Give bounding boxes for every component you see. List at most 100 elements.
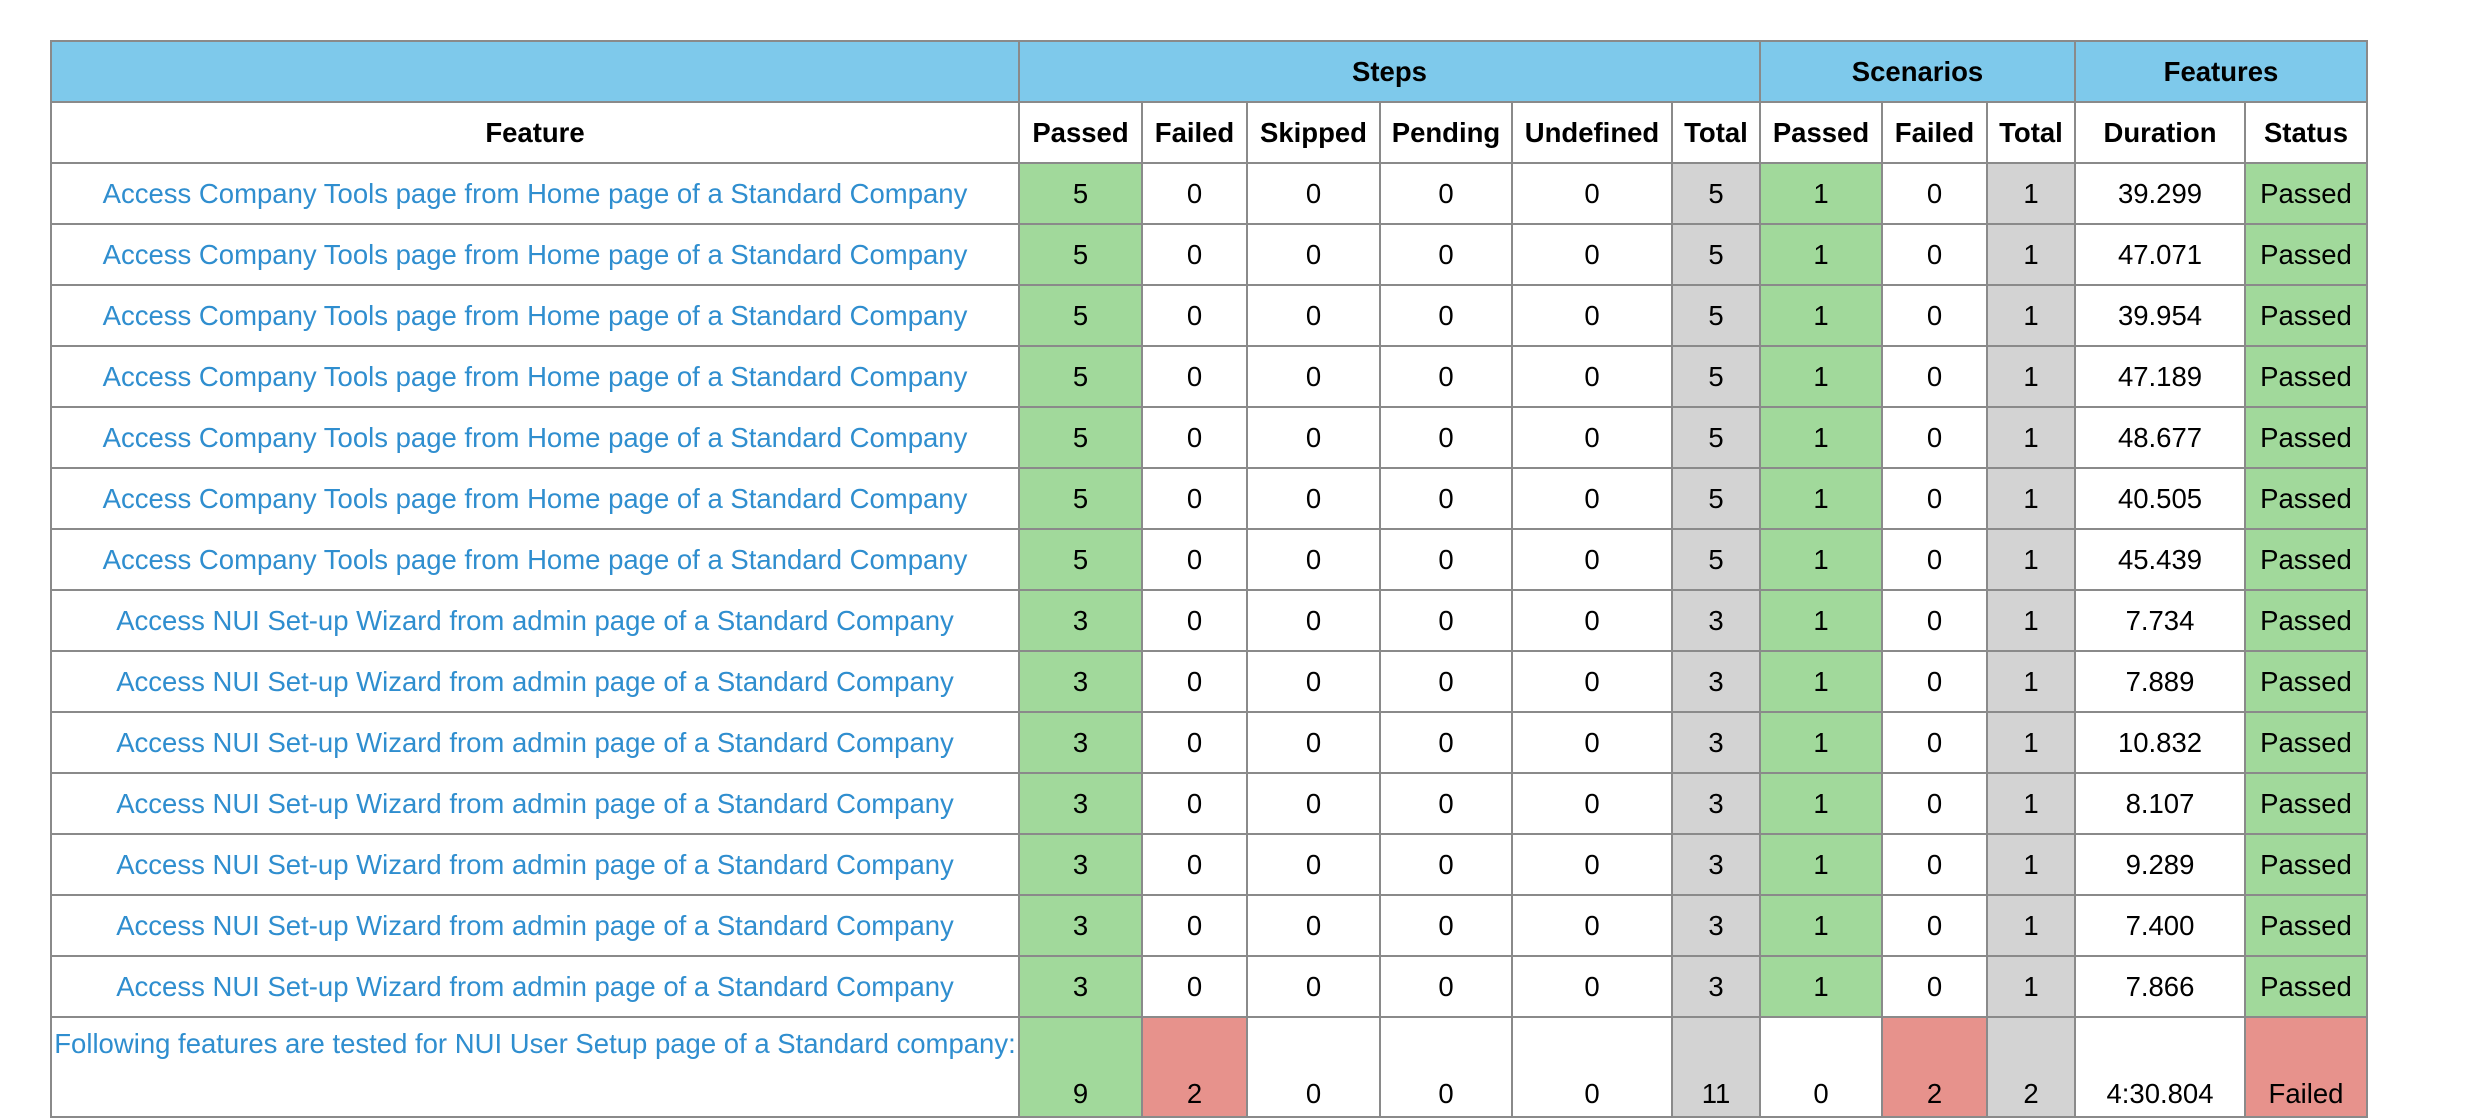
steps-failed-cell: 0: [1141, 223, 1248, 286]
scenarios-passed-cell: 1: [1759, 650, 1883, 713]
steps-undefined-cell: 0: [1511, 406, 1673, 469]
steps-failed-cell: 0: [1141, 650, 1248, 713]
duration-cell: 39.299: [2074, 162, 2246, 225]
steps-passed-cell: 3: [1018, 711, 1143, 774]
duration-cell: 40.505: [2074, 467, 2246, 530]
feature-cell: Access Company Tools page from Home page…: [50, 162, 1020, 225]
column-header-steps-pending[interactable]: Pending: [1379, 101, 1513, 164]
feature-link[interactable]: Access NUI Set-up Wizard from admin page…: [116, 665, 954, 697]
table-row: Access Company Tools page from Home page…: [50, 284, 2368, 347]
steps-total-cell: 3: [1671, 650, 1761, 713]
feature-link[interactable]: Access NUI Set-up Wizard from admin page…: [116, 970, 954, 1002]
steps-passed-cell: 3: [1018, 894, 1143, 957]
steps-failed-cell: 0: [1141, 955, 1248, 1018]
status-cell: Passed: [2244, 284, 2368, 347]
column-header-scenarios-total[interactable]: Total: [1986, 101, 2076, 164]
steps-undefined-cell: 0: [1511, 772, 1673, 835]
column-header-feature[interactable]: Feature: [50, 101, 1020, 164]
scenarios-passed-cell: 1: [1759, 406, 1883, 469]
duration-cell: 9.289: [2074, 833, 2246, 896]
scenarios-passed-cell: 1: [1759, 589, 1883, 652]
feature-cell: Access NUI Set-up Wizard from admin page…: [50, 589, 1020, 652]
column-header-steps-failed[interactable]: Failed: [1141, 101, 1248, 164]
duration-cell: 10.832: [2074, 711, 2246, 774]
feature-link[interactable]: Access NUI Set-up Wizard from admin page…: [116, 909, 954, 941]
feature-cell: Access Company Tools page from Home page…: [50, 406, 1020, 469]
column-header-duration[interactable]: Duration: [2074, 101, 2246, 164]
feature-link[interactable]: Following features are tested for NUI Us…: [54, 1028, 1016, 1059]
duration-cell: 7.400: [2074, 894, 2246, 957]
status-cell: Passed: [2244, 467, 2368, 530]
table-row: Access NUI Set-up Wizard from admin page…: [50, 955, 2368, 1018]
feature-cell: Access NUI Set-up Wizard from admin page…: [50, 955, 1020, 1018]
column-header-scenarios-passed[interactable]: Passed: [1759, 101, 1883, 164]
scenarios-total-cell: 1: [1986, 406, 2076, 469]
feature-link[interactable]: Access NUI Set-up Wizard from admin page…: [116, 604, 954, 636]
steps-skipped-cell: 0: [1246, 955, 1381, 1018]
feature-link[interactable]: Access Company Tools page from Home page…: [102, 238, 968, 270]
feature-link[interactable]: Access Company Tools page from Home page…: [102, 177, 968, 209]
duration-cell: 8.107: [2074, 772, 2246, 835]
steps-passed-cell: 3: [1018, 833, 1143, 896]
table-row: Access NUI Set-up Wizard from admin page…: [50, 711, 2368, 774]
status-cell: Passed: [2244, 711, 2368, 774]
scenarios-total-cell: 1: [1986, 589, 2076, 652]
scenarios-total-cell: 1: [1986, 894, 2076, 957]
steps-total-cell: 3: [1671, 589, 1761, 652]
feature-cell: Access NUI Set-up Wizard from admin page…: [50, 894, 1020, 957]
steps-passed-cell: 5: [1018, 223, 1143, 286]
steps-failed-cell: 0: [1141, 345, 1248, 408]
header-group-blank: [50, 40, 1020, 103]
duration-cell: 48.677: [2074, 406, 2246, 469]
status-cell: Passed: [2244, 650, 2368, 713]
scenarios-total-cell: 1: [1986, 345, 2076, 408]
feature-cell: Access Company Tools page from Home page…: [50, 467, 1020, 530]
feature-link[interactable]: Access Company Tools page from Home page…: [102, 543, 968, 575]
status-cell: Passed: [2244, 345, 2368, 408]
steps-undefined-cell: 0: [1511, 955, 1673, 1018]
feature-link[interactable]: Access Company Tools page from Home page…: [102, 360, 968, 392]
table-row: Access Company Tools page from Home page…: [50, 345, 2368, 408]
scenarios-total-cell: 1: [1986, 467, 2076, 530]
status-cell: Passed: [2244, 223, 2368, 286]
scenarios-total-cell: 1: [1986, 650, 2076, 713]
steps-undefined-cell: 0: [1511, 894, 1673, 957]
column-header-steps-total[interactable]: Total: [1671, 101, 1761, 164]
feature-link[interactable]: Access NUI Set-up Wizard from admin page…: [116, 726, 954, 758]
duration-cell: 7.866: [2074, 955, 2246, 1018]
scenarios-total-cell: 1: [1986, 833, 2076, 896]
scenarios-total-cell: 1: [1986, 528, 2076, 591]
table-row: Following features are tested for NUI Us…: [50, 1016, 2368, 1118]
status-cell: Passed: [2244, 833, 2368, 896]
status-cell: Passed: [2244, 528, 2368, 591]
steps-passed-cell: 5: [1018, 345, 1143, 408]
status-cell: Passed: [2244, 955, 2368, 1018]
steps-undefined-cell: 0: [1511, 345, 1673, 408]
column-header-steps-passed[interactable]: Passed: [1018, 101, 1143, 164]
steps-pending-cell: 0: [1379, 1016, 1513, 1118]
feature-link[interactable]: Access NUI Set-up Wizard from admin page…: [116, 787, 954, 819]
table-row: Access NUI Set-up Wizard from admin page…: [50, 894, 2368, 957]
steps-passed-cell: 3: [1018, 955, 1143, 1018]
column-header-status[interactable]: Status: [2244, 101, 2368, 164]
steps-undefined-cell: 0: [1511, 528, 1673, 591]
steps-skipped-cell: 0: [1246, 406, 1381, 469]
column-header-steps-undefined[interactable]: Undefined: [1511, 101, 1673, 164]
duration-cell: 4:30.804: [2074, 1016, 2246, 1118]
steps-passed-cell: 5: [1018, 406, 1143, 469]
feature-link[interactable]: Access NUI Set-up Wizard from admin page…: [116, 848, 954, 880]
column-header-scenarios-failed[interactable]: Failed: [1881, 101, 1988, 164]
steps-pending-cell: 0: [1379, 162, 1513, 225]
scenarios-total-cell: 1: [1986, 284, 2076, 347]
steps-pending-cell: 0: [1379, 406, 1513, 469]
steps-skipped-cell: 0: [1246, 162, 1381, 225]
column-header-steps-skipped[interactable]: Skipped: [1246, 101, 1381, 164]
feature-link[interactable]: Access Company Tools page from Home page…: [102, 421, 968, 453]
feature-link[interactable]: Access Company Tools page from Home page…: [102, 482, 968, 514]
scenarios-failed-cell: 0: [1881, 589, 1988, 652]
feature-link[interactable]: Access Company Tools page from Home page…: [102, 299, 968, 331]
scenarios-failed-cell: 0: [1881, 711, 1988, 774]
report-container: Steps Scenarios Features Feature Passed …: [50, 40, 2368, 1118]
scenarios-failed-cell: 0: [1881, 223, 1988, 286]
steps-pending-cell: 0: [1379, 955, 1513, 1018]
